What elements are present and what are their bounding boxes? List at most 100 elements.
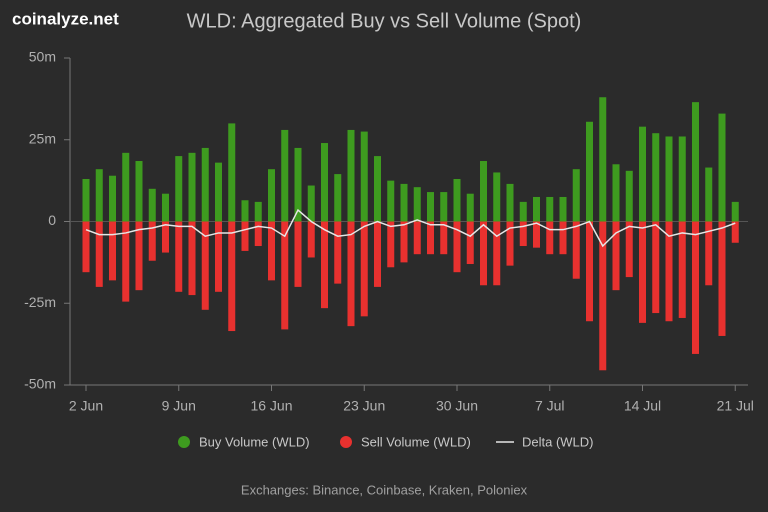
- bar: [374, 156, 381, 222]
- bar: [148, 221, 156, 261]
- bar: [281, 129, 289, 222]
- bar: [625, 170, 633, 222]
- legend-label[interactable]: Sell Volume (WLD): [361, 434, 471, 449]
- bar: [731, 221, 739, 243]
- bar: [533, 196, 540, 222]
- bar: [493, 172, 501, 222]
- x-tick-label: 7 Jul: [535, 398, 565, 414]
- bar: [427, 221, 434, 255]
- bar: [599, 97, 607, 222]
- bar: [533, 221, 540, 248]
- bar: [453, 221, 461, 273]
- bar: [82, 178, 90, 222]
- bar: [599, 221, 607, 371]
- bar: [506, 183, 514, 222]
- x-tick-label: 21 Jul: [717, 398, 754, 414]
- bar: [639, 221, 646, 323]
- bar: [493, 221, 501, 286]
- bar: [400, 183, 408, 222]
- bar: [387, 221, 395, 268]
- bar: [321, 143, 328, 222]
- bar: [440, 192, 448, 222]
- bar: [612, 164, 620, 222]
- bar: [215, 221, 222, 292]
- bar: [652, 221, 660, 314]
- bar: [586, 121, 593, 222]
- bar: [572, 169, 580, 222]
- bar: [109, 175, 116, 222]
- y-tick-label: 50m: [29, 49, 56, 65]
- bar: [135, 161, 143, 222]
- bar: [705, 221, 713, 286]
- legend-marker: [178, 436, 190, 448]
- legend-label[interactable]: Delta (WLD): [522, 434, 594, 449]
- bar: [307, 221, 315, 258]
- bar: [307, 185, 315, 222]
- x-tick-label: 30 Jun: [436, 398, 478, 414]
- bar: [586, 221, 593, 322]
- bar: [374, 221, 381, 287]
- bar: [294, 221, 302, 287]
- bar: [678, 136, 686, 222]
- bar: [718, 221, 726, 336]
- bar: [678, 221, 686, 318]
- bar: [360, 131, 368, 222]
- bar: [639, 126, 646, 222]
- bar: [162, 193, 169, 222]
- y-tick-label: 25m: [29, 130, 56, 146]
- delta-line: [85, 208, 736, 248]
- bar: [480, 161, 487, 222]
- bar: [254, 221, 262, 247]
- bar: [109, 221, 116, 281]
- bar: [135, 221, 143, 291]
- bar: [162, 221, 169, 253]
- bar: [413, 221, 421, 255]
- bar: [228, 221, 236, 332]
- bar: [718, 113, 726, 222]
- bar: [665, 136, 673, 222]
- bar: [321, 221, 328, 309]
- bar: [254, 201, 262, 222]
- y-tick-label: 0: [48, 212, 56, 228]
- bar: [347, 221, 355, 327]
- bar: [400, 221, 408, 263]
- bar: [241, 221, 249, 251]
- bar: [268, 221, 275, 281]
- bar: [466, 221, 474, 265]
- x-tick-label: 23 Jun: [343, 398, 385, 414]
- bar: [334, 174, 342, 222]
- bar: [480, 221, 487, 286]
- bar: [731, 201, 739, 222]
- y-tick-label: -50m: [24, 376, 56, 392]
- bar: [427, 192, 434, 222]
- bar: [175, 221, 183, 292]
- x-tick-label: 2 Jun: [69, 398, 103, 414]
- bar: [201, 221, 209, 310]
- bar: [201, 147, 209, 222]
- x-tick-label: 9 Jun: [162, 398, 196, 414]
- bar: [281, 221, 289, 330]
- legend-label[interactable]: Buy Volume (WLD): [199, 434, 310, 449]
- footnote: Exchanges: Binance, Coinbase, Kraken, Po…: [241, 482, 528, 497]
- bar: [652, 133, 660, 222]
- bar: [95, 221, 103, 287]
- bar: [95, 169, 103, 222]
- bar: [612, 221, 620, 291]
- bar: [559, 196, 567, 222]
- bar: [692, 102, 699, 222]
- bar: [122, 221, 130, 302]
- brand-logo: coinalyze.net: [12, 9, 119, 28]
- bar: [82, 221, 90, 273]
- bar: [347, 129, 355, 222]
- bar: [268, 169, 275, 222]
- chart-title: WLD: Aggregated Buy vs Sell Volume (Spot…: [187, 10, 582, 32]
- bar: [705, 167, 713, 222]
- y-tick-label: -25m: [24, 294, 56, 310]
- bar: [360, 221, 368, 317]
- bar: [546, 196, 554, 222]
- bar: [334, 221, 342, 284]
- bar: [519, 221, 527, 247]
- bar: [665, 221, 673, 322]
- bar: [188, 152, 196, 222]
